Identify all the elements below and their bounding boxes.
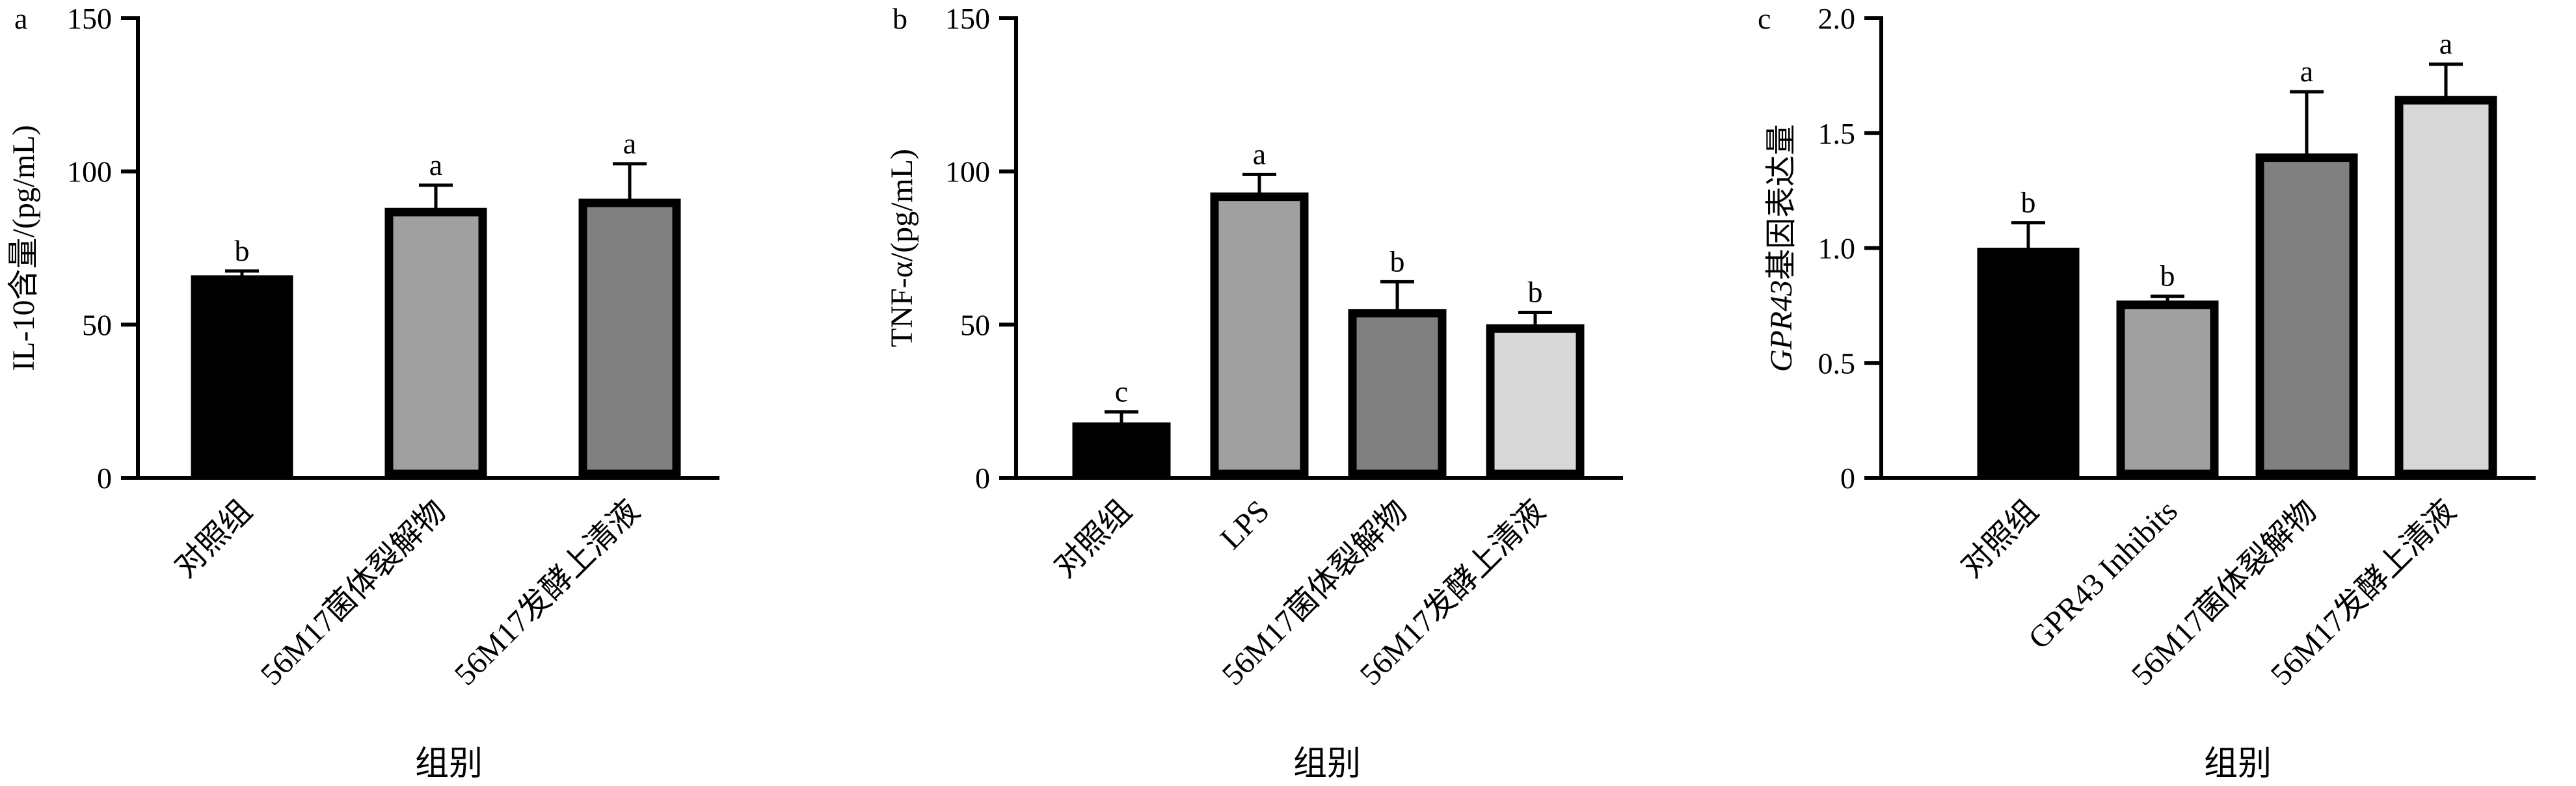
x-tick-label: 对照组	[168, 493, 258, 584]
y-tick-label: 0	[1840, 462, 1855, 495]
y-tick-label: 1.0	[1818, 232, 1856, 265]
panel-label: c	[1758, 2, 1771, 35]
y-axis-title: TNF-α/(pg/mL)	[885, 149, 919, 347]
y-tick-label: 100	[945, 155, 990, 189]
significance-label: a	[623, 127, 636, 160]
x-tick-label: 56M17发酵上清液	[448, 493, 647, 692]
bar	[1072, 422, 1171, 478]
significance-label: b	[1390, 244, 1405, 278]
chart-panel-b: b050100150TNF-α/(pg/mL)c对照组aLPSb56M17菌体裂…	[885, 2, 1623, 783]
x-tick-label: 对照组	[1047, 493, 1138, 584]
significance-label: a	[2300, 55, 2313, 88]
y-tick-label: 50	[82, 308, 112, 341]
bar	[2395, 96, 2497, 478]
bar	[2116, 300, 2219, 478]
x-tick-label: 56M17菌体裂解物	[254, 493, 453, 692]
y-tick-label: 50	[960, 308, 990, 341]
significance-label: c	[1115, 375, 1128, 408]
significance-label: a	[1253, 137, 1266, 170]
y-axis-title-rest: 基因表达量	[1764, 124, 1799, 280]
x-axis-title: 组别	[415, 746, 483, 783]
y-tick-label: 150	[945, 2, 990, 35]
y-axis-title-italic: GPR43	[1764, 280, 1799, 372]
y-tick-label: 100	[67, 155, 112, 189]
panel-label: a	[14, 2, 27, 35]
y-axis-title: IL-10含量/(pg/mL)	[7, 125, 41, 371]
significance-label: b	[2021, 186, 2036, 219]
x-axis-title: 组别	[1293, 746, 1361, 783]
bar	[191, 275, 293, 478]
bar	[384, 207, 487, 478]
y-tick-label: 150	[67, 2, 112, 35]
x-tick-label: LPS	[1214, 493, 1276, 556]
bar	[1486, 324, 1585, 478]
panel-label: b	[892, 2, 907, 35]
y-tick-label: 1.5	[1818, 117, 1856, 150]
x-axis-title: 组别	[2204, 746, 2272, 783]
significance-label: b	[2160, 259, 2175, 293]
y-tick-label: 2.0	[1818, 2, 1856, 35]
x-tick-label: 对照组	[1954, 493, 2045, 584]
x-tick-label: GPR43 Inhibits	[2022, 493, 2184, 656]
bar	[1210, 192, 1309, 478]
significance-label: a	[429, 148, 442, 181]
chart-panel-c: c 0 0.5 1.0 1.5 2.0 GPR43基因表达量 b 对照组 b GPR43 Inhib…	[1758, 2, 2536, 783]
y-axis-title: GPR43基因表达量	[1764, 124, 1799, 372]
y-tick-label: 0	[975, 462, 990, 495]
significance-label: a	[2439, 27, 2452, 60]
bar	[1348, 309, 1447, 478]
y-tick-label: 0.5	[1818, 347, 1856, 380]
y-tick-label: 0	[97, 462, 112, 495]
significance-label: b	[235, 234, 250, 267]
chart-panel-a: a 0 50 100 150 IL-10含量/(pg/mL) b 对照组 a 56M17菌体裂解物…	[7, 2, 719, 783]
significance-label: b	[1528, 275, 1543, 308]
bar	[2255, 153, 2358, 478]
bar	[1977, 248, 2080, 478]
bar	[578, 198, 681, 478]
